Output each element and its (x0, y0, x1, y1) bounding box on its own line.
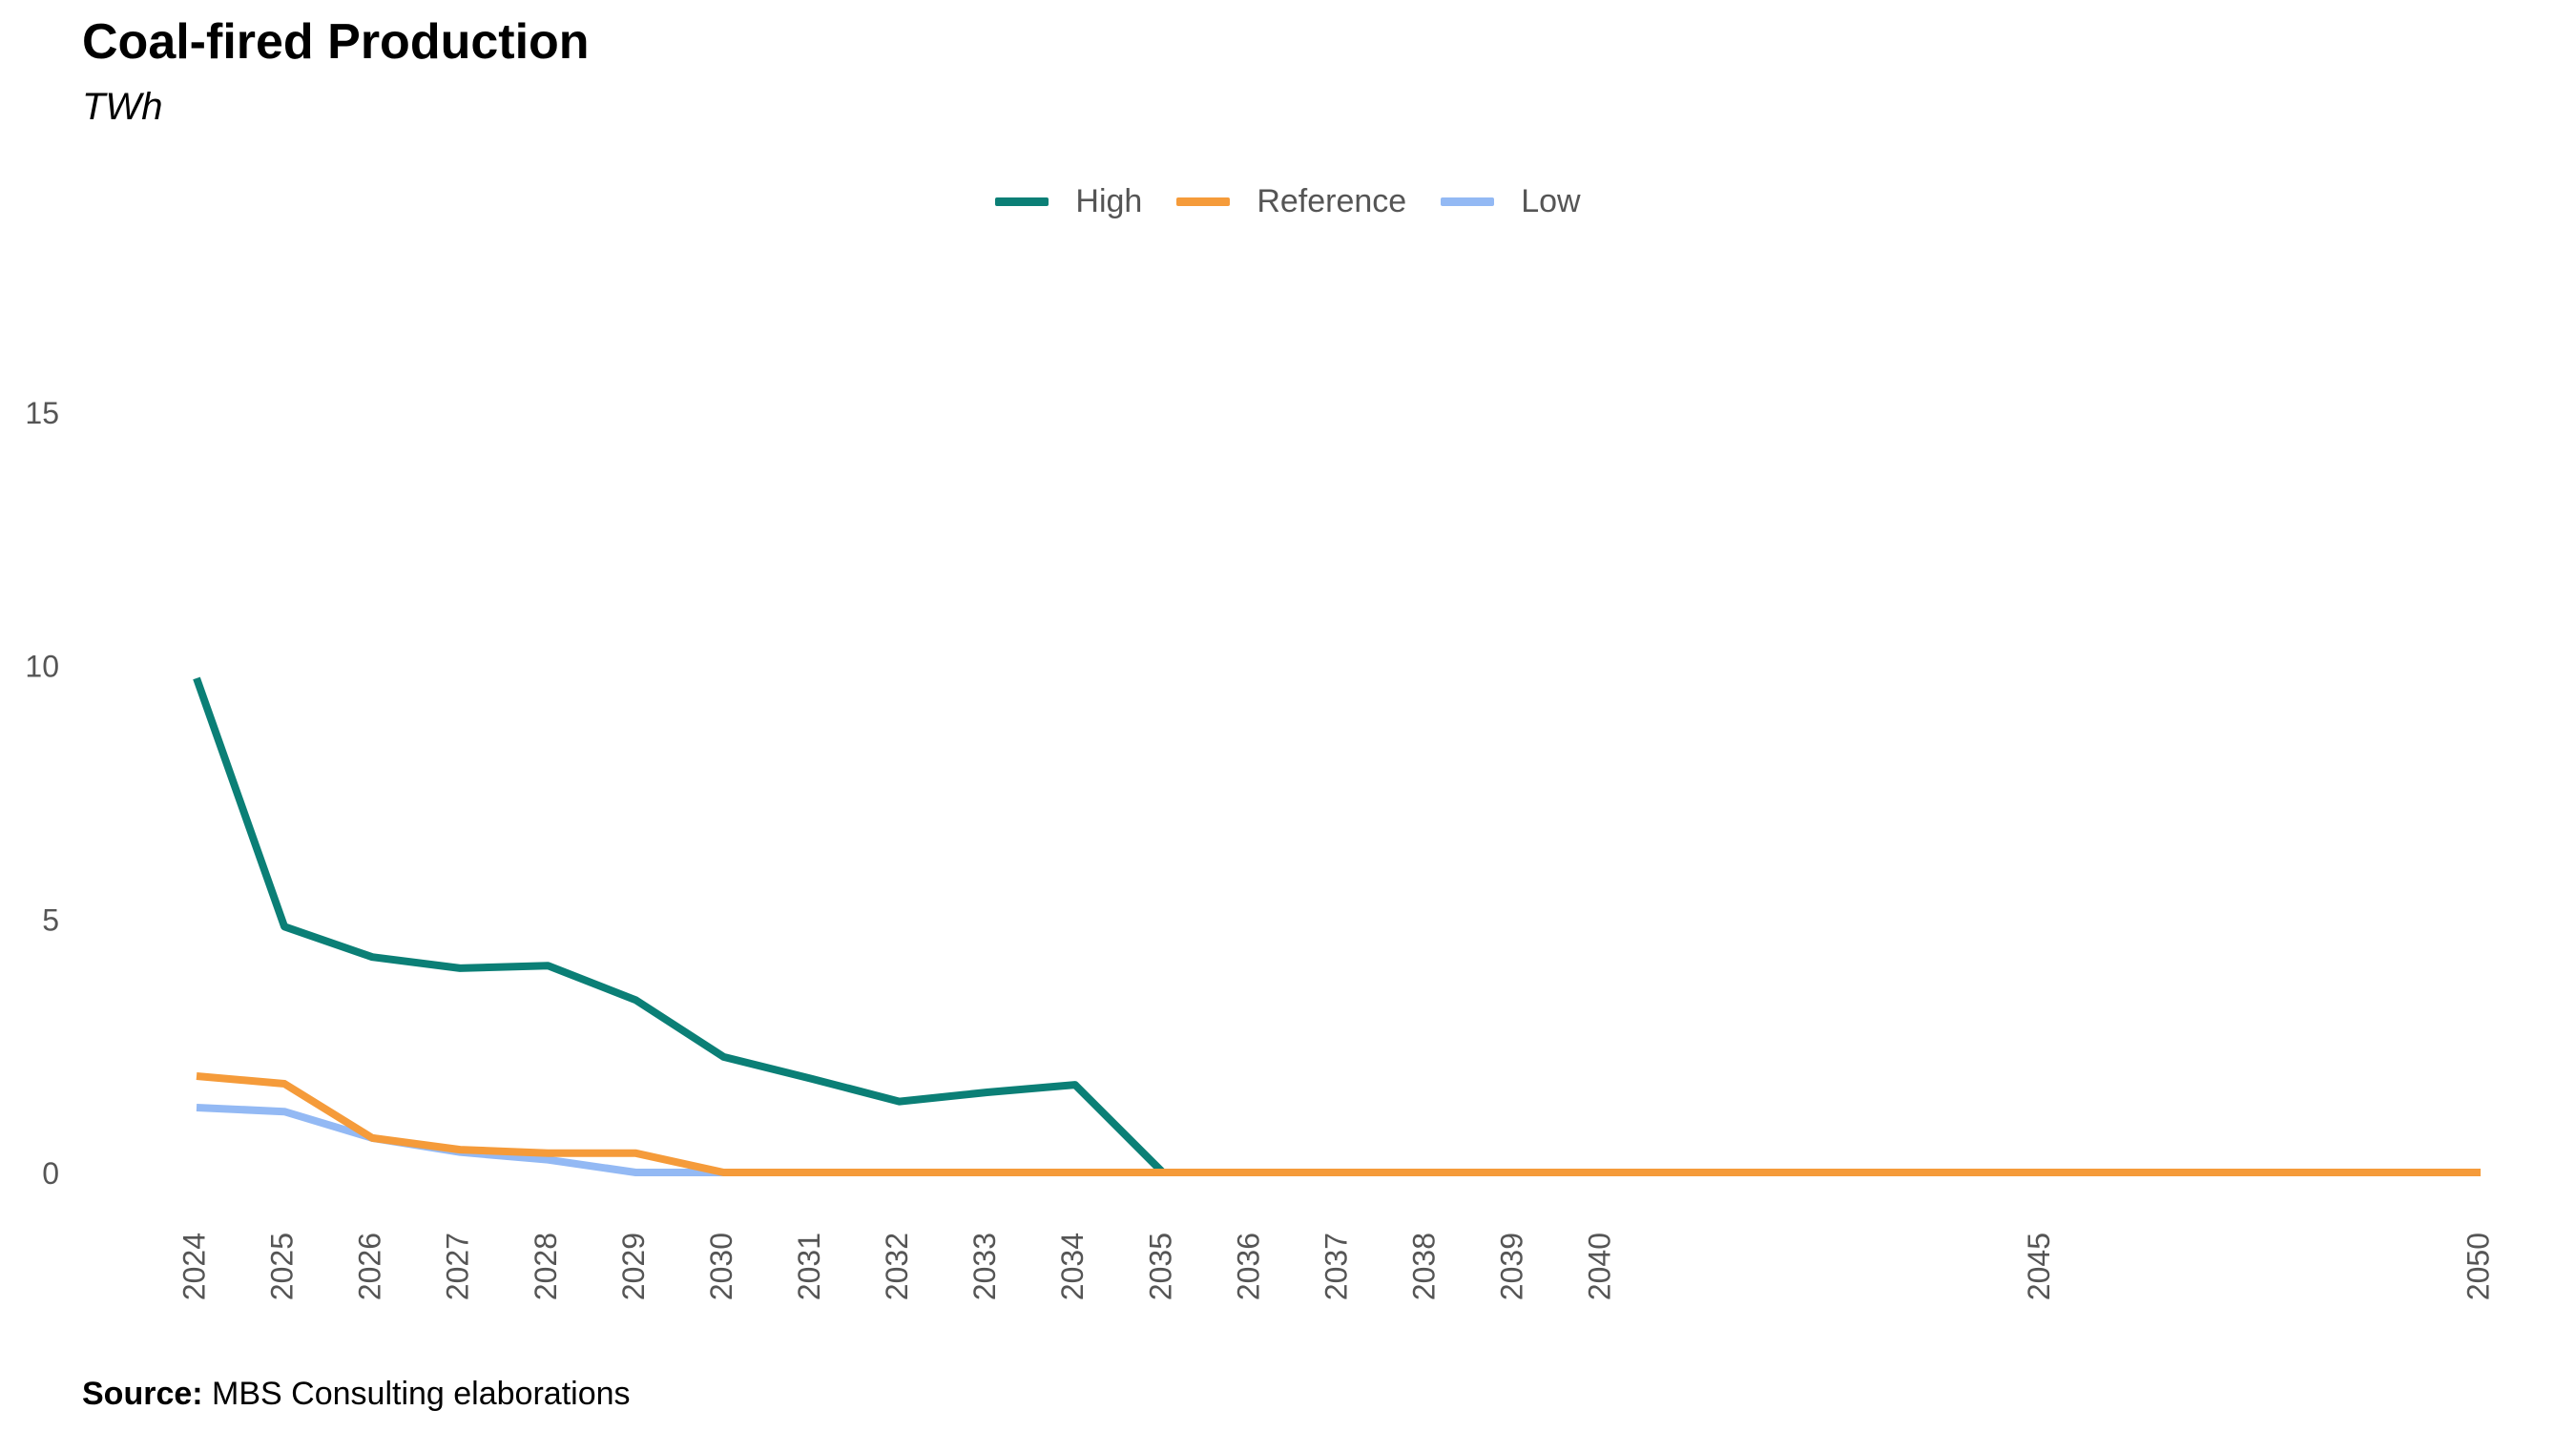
x-tick-label: 2034 (1055, 1233, 1090, 1300)
series-line-high (193, 676, 2481, 1176)
series-line-low (196, 1104, 2481, 1176)
x-tick-label: 2033 (967, 1233, 1002, 1300)
chart-title: Coal-fired Production (82, 14, 590, 70)
x-tick-label: 2035 (1143, 1233, 1177, 1300)
y-tick-label: 0 (42, 1156, 59, 1191)
x-tick-label: 2038 (1407, 1233, 1442, 1300)
source-label: Source: (82, 1376, 203, 1412)
legend-item-low: Low (1441, 183, 1581, 220)
x-tick-label: 2028 (529, 1233, 563, 1300)
x-tick-label: 2032 (880, 1233, 914, 1300)
y-tick-label: 10 (25, 650, 59, 684)
x-tick-label: 2027 (441, 1233, 475, 1300)
source-text: MBS Consulting elaborations (212, 1376, 631, 1412)
x-tick-label: 2045 (2022, 1233, 2056, 1300)
legend-item-reference: Reference (1176, 183, 1406, 220)
legend-swatch-high (995, 197, 1049, 206)
chart-legend: High Reference Low (0, 183, 2576, 220)
x-tick-label: 2030 (704, 1233, 738, 1300)
x-tick-label: 2040 (1583, 1233, 1617, 1300)
legend-swatch-low (1441, 197, 1495, 206)
legend-label-low: Low (1521, 183, 1581, 219)
x-tick-label: 2026 (353, 1233, 387, 1300)
y-tick-label: 15 (25, 396, 59, 430)
x-tick-label: 2036 (1231, 1233, 1265, 1300)
series-line-reference (196, 1072, 2481, 1176)
x-tick-label: 2039 (1495, 1233, 1529, 1300)
chart-subtitle: TWh (82, 86, 163, 128)
y-tick-label: 5 (42, 902, 59, 937)
source-note: Source: MBS Consulting elaborations (82, 1376, 631, 1413)
legend-item-high: High (995, 183, 1142, 220)
x-tick-label: 2031 (792, 1233, 826, 1300)
x-tick-label: 2025 (265, 1233, 300, 1300)
x-tick-label: 2050 (2461, 1233, 2495, 1300)
x-tick-label: 2024 (177, 1233, 211, 1300)
legend-label-reference: Reference (1257, 183, 1407, 219)
x-tick-label: 2029 (616, 1233, 651, 1300)
legend-label-high: High (1075, 183, 1143, 219)
legend-swatch-reference (1176, 197, 1231, 206)
x-tick-label: 2037 (1319, 1233, 1353, 1300)
